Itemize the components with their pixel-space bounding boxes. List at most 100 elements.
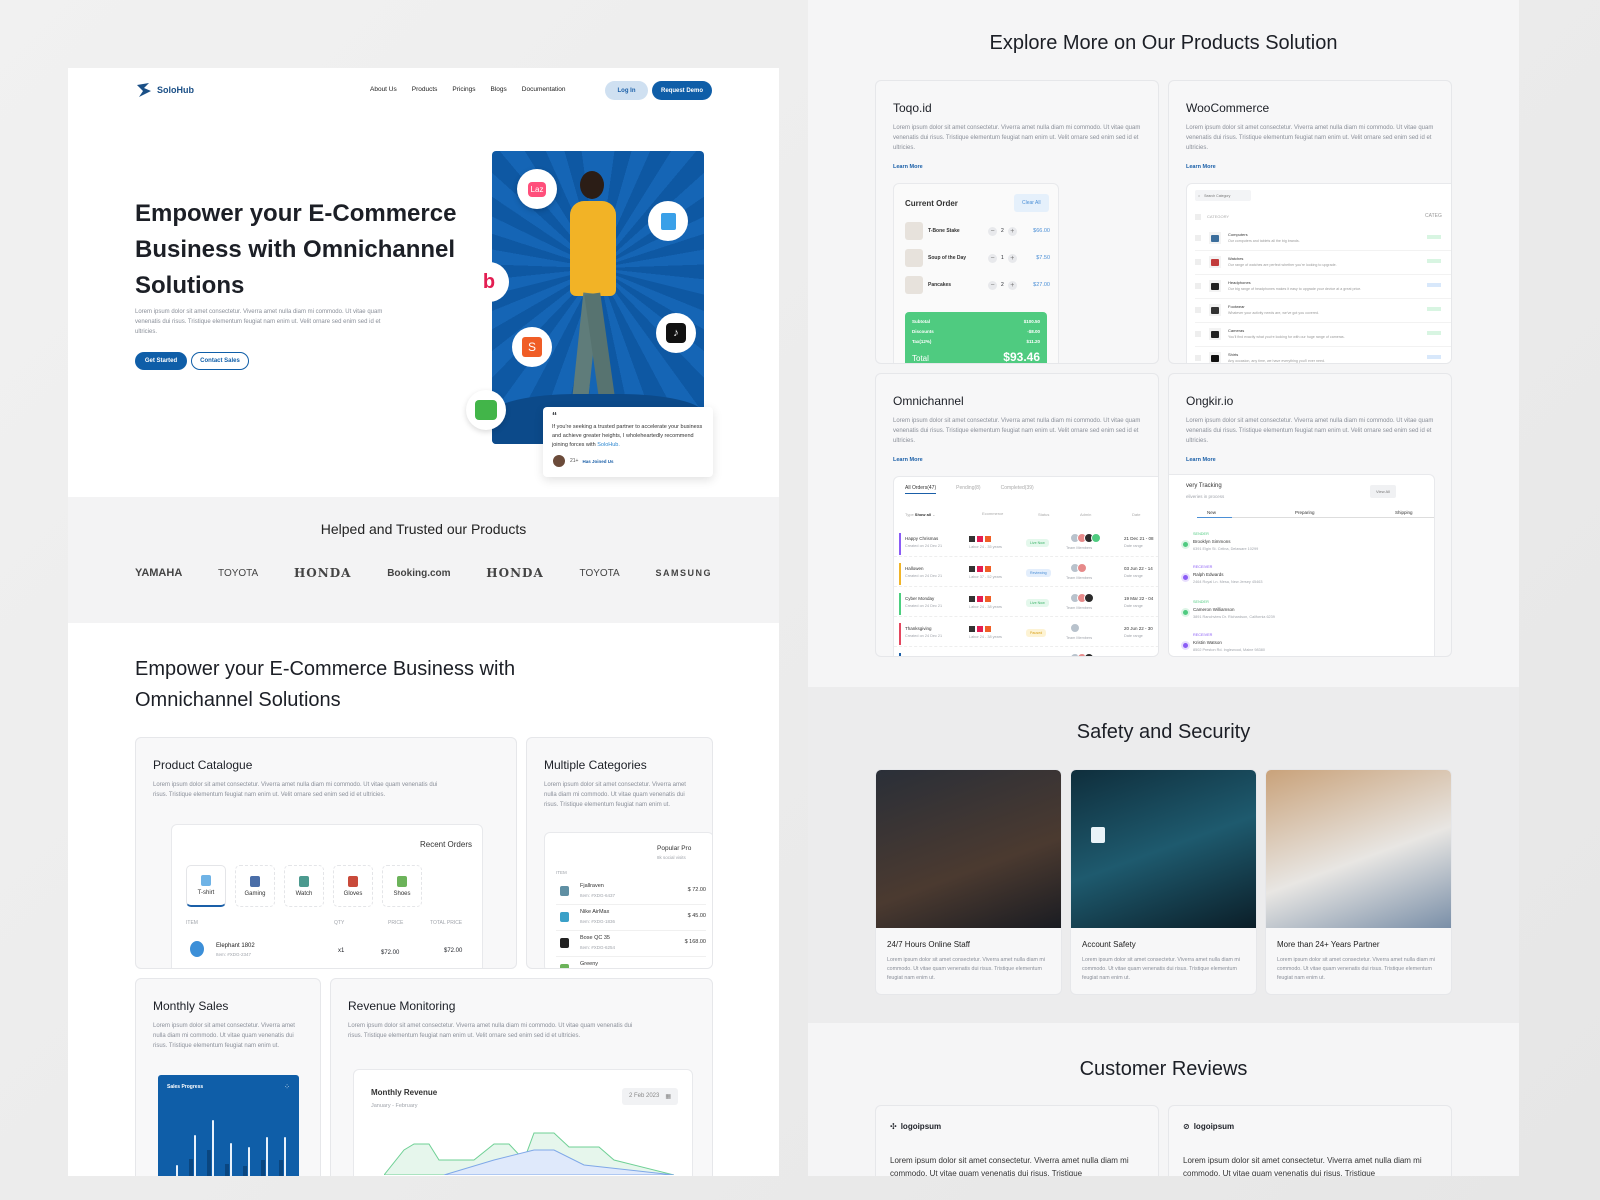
multiple-categories-card: Multiple Categories Lorem ipsum dolor si… xyxy=(526,737,713,969)
tab-completed[interactable]: Completed(39) xyxy=(1000,485,1034,491)
row-checkbox[interactable] xyxy=(1195,355,1201,361)
sales-bar xyxy=(284,1137,286,1176)
category-tab[interactable]: Watch xyxy=(284,865,324,907)
decrease-button[interactable]: − xyxy=(988,253,997,263)
row-checkbox[interactable] xyxy=(1195,235,1201,241)
orders-panel: All Orders(47) Pending(8) Completed(39) … xyxy=(893,476,1158,656)
category-row[interactable]: Headphones Our big range of headphones ma… xyxy=(1195,277,1451,299)
nav-blogs[interactable]: Blogs xyxy=(490,86,507,93)
table-row[interactable]: Cyber Monday Created on 24 Dec 21 Labor 24… xyxy=(894,591,1158,617)
list-item[interactable]: Nike AirMax Item: #XDG-1836 $ 45.00 xyxy=(556,907,706,931)
type-filter[interactable]: Type Show all ⌄ xyxy=(905,512,936,517)
tab-preparing[interactable]: Preparing xyxy=(1295,510,1315,515)
select-all-checkbox[interactable] xyxy=(1195,214,1201,220)
category-row[interactable]: Computers Our computers and tablets all t… xyxy=(1195,229,1451,251)
status-badge: Paused xyxy=(1026,629,1047,637)
learn-more-link[interactable]: Learn More xyxy=(1186,164,1216,170)
status-badge xyxy=(1427,355,1441,359)
category-row[interactable]: Cameras You'll find exactly what you're l… xyxy=(1195,325,1451,347)
logo-honda-2: HONDA xyxy=(486,566,544,580)
contact-sales-button[interactable]: Contact Sales xyxy=(191,352,249,370)
category-row[interactable]: Watches Our range of watches are perfect … xyxy=(1195,253,1451,275)
tab-new[interactable]: New xyxy=(1207,510,1217,515)
list-item[interactable]: Bose QC 35 Item: #XDG-6254 $ 168.00 xyxy=(556,933,706,957)
learn-more-link[interactable]: Learn More xyxy=(1186,457,1216,463)
grid-icon[interactable]: ⁘ xyxy=(284,1084,290,1091)
card-description: Lorem ipsum dolor sit amet consectetur. … xyxy=(893,125,1141,151)
category-icon xyxy=(250,875,260,887)
receiver-dot-icon xyxy=(1183,575,1188,580)
request-demo-button[interactable]: Request Demo xyxy=(652,81,712,100)
decrease-button[interactable]: − xyxy=(988,226,997,236)
list-item[interactable]: Fjallraven Item: #XDG-6437 $ 72.00 xyxy=(556,881,706,905)
tab-shipping[interactable]: Shipping xyxy=(1395,510,1413,515)
panel-title: Recent Orders xyxy=(419,840,472,849)
learn-more-link[interactable]: Learn More xyxy=(893,457,923,463)
food-thumbnail-icon xyxy=(905,249,923,267)
login-button[interactable]: Log In xyxy=(605,81,648,100)
row-checkbox[interactable] xyxy=(1195,307,1201,313)
card-title: Toqo.id xyxy=(893,101,932,115)
avatar xyxy=(1091,533,1101,543)
card-title: Revenue Monitoring xyxy=(348,999,456,1013)
summary-row: Tax(12%) $11.20 xyxy=(912,339,1040,344)
card-title: Monthly Sales xyxy=(153,999,229,1013)
table-row[interactable]: Elephant 1802 Item: #XDG-2347 x1 $72.00 … xyxy=(186,941,468,961)
brand-logo[interactable]: SoloHub xyxy=(135,82,194,98)
table-row[interactable]: Happy Chrismas Created on 24 Dec 21 Labor … xyxy=(894,531,1158,557)
clear-all-button[interactable]: Clear All xyxy=(1014,194,1049,212)
table-row[interactable]: Happy Mother day24 Jul 22 - 31 xyxy=(894,651,1158,656)
decrease-button[interactable]: − xyxy=(988,280,997,290)
category-tab[interactable]: Gaming xyxy=(235,865,275,907)
category-icon xyxy=(348,875,358,887)
card-title: Multiple Categories xyxy=(544,758,647,772)
popular-products-panel: Popular Pro 8k social visits ITEM Fjallr… xyxy=(544,832,712,968)
nav-documentation[interactable]: Documentation xyxy=(521,86,566,93)
joined-label[interactable]: Has Joined Us xyxy=(582,458,614,464)
search-category-input[interactable]: ○ Search Category xyxy=(1195,190,1251,201)
lazada-badge-icon: Laz xyxy=(517,169,557,209)
quantity-value: 2 xyxy=(1001,228,1004,234)
list-item[interactable]: Greeny xyxy=(556,959,706,968)
category-tab[interactable]: T-shirt xyxy=(186,865,226,907)
category-icon xyxy=(397,875,407,887)
increase-button[interactable]: + xyxy=(1007,226,1017,236)
view-all-button[interactable]: View All xyxy=(1370,485,1396,498)
current-order-panel: Current Order Clear All T-Bone Stake −2 + $… xyxy=(893,183,1059,363)
category-tab[interactable]: Gloves xyxy=(333,865,373,907)
category-row[interactable]: Footwear Whatever your activity needs are… xyxy=(1195,301,1451,323)
category-icon xyxy=(201,875,211,886)
card-description: Lorem ipsum dolor sit amet consectetur. … xyxy=(1277,957,1435,981)
table-row[interactable]: Hallowen Created on 24 Dec 21 Labor 37 - 5… xyxy=(894,561,1158,587)
status-badge: Live Now xyxy=(1026,539,1049,547)
increase-button[interactable]: + xyxy=(1007,280,1017,290)
card-title: Omnichannel xyxy=(893,394,964,408)
card-description: Lorem ipsum dolor sit amet consectetur. … xyxy=(544,782,686,808)
date-picker[interactable]: 2 Feb 2023 ▦ xyxy=(621,1088,678,1105)
nav-pricings[interactable]: Pricings xyxy=(452,86,476,93)
sales-bar-shadow xyxy=(261,1160,265,1176)
row-checkbox[interactable] xyxy=(1195,259,1201,265)
card-title: Ongkir.io xyxy=(1186,394,1234,408)
solohub-logo-icon xyxy=(137,83,151,97)
row-checkbox[interactable] xyxy=(1195,331,1201,337)
row-checkbox[interactable] xyxy=(1195,283,1201,289)
category-tab[interactable]: Shoes xyxy=(382,865,422,907)
nav-products[interactable]: Products xyxy=(411,86,438,93)
omnichannel-card: Omnichannel Lorem ipsum dolor sit amet c… xyxy=(875,373,1159,657)
tab-all-orders[interactable]: All Orders(47) xyxy=(905,485,937,494)
get-started-button[interactable]: Get Started xyxy=(135,352,187,370)
learn-more-link[interactable]: Learn More xyxy=(893,164,923,170)
testimonial-text: If you're seeking a trusted partner to a… xyxy=(552,424,703,448)
sales-bar-shadow xyxy=(207,1150,211,1176)
increase-button[interactable]: + xyxy=(1007,253,1017,263)
status-badge xyxy=(1427,283,1441,287)
category-icon xyxy=(1209,232,1221,244)
category-row[interactable]: Shirts Any occasion, any time, we have ev… xyxy=(1195,349,1451,363)
delivery-tracking-panel: very Tracking eliveries in process View … xyxy=(1169,474,1435,656)
avatar xyxy=(1070,623,1080,633)
tab-pending[interactable]: Pending(8) xyxy=(956,485,981,491)
table-row[interactable]: Thanksgiving Created on 24 Dec 21 Labor 24… xyxy=(894,621,1158,647)
category-icon xyxy=(1209,352,1221,363)
nav-about-us[interactable]: About Us xyxy=(370,86,397,93)
